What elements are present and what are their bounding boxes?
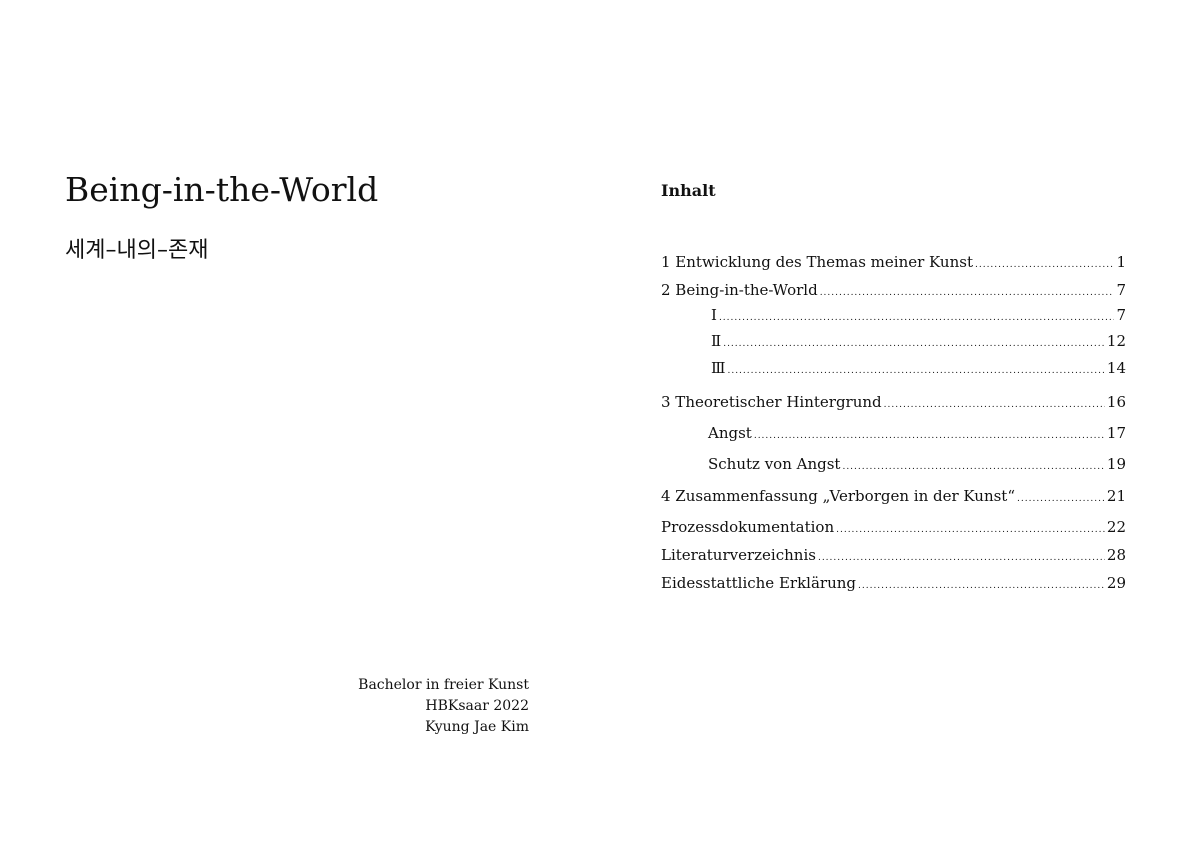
toc-entry[interactable]: 4 Zusammenfassung „Verborgen in der Kuns… <box>661 485 1126 507</box>
dot-leader <box>818 547 1105 569</box>
dot-leader <box>858 575 1105 597</box>
toc-entry[interactable]: Ⅲ 14 <box>711 357 1126 379</box>
dot-leader <box>727 360 1104 382</box>
toc-entry-page: 16 <box>1106 393 1126 411</box>
toc-entry[interactable]: Eidesstattliche Erklärung 29 <box>661 572 1126 594</box>
dot-leader <box>884 394 1105 416</box>
dot-leader <box>820 282 1115 304</box>
dot-leader <box>836 519 1105 541</box>
toc-entry-page: 21 <box>1106 487 1126 505</box>
toc-entry[interactable]: Ⅱ 12 <box>711 330 1126 352</box>
dot-leader <box>842 456 1104 478</box>
toc-entry[interactable]: 3 Theoretischer Hintergrund 16 <box>661 391 1126 413</box>
toc-entry-label: 4 Zusammenfassung „Verborgen in der Kuns… <box>661 487 1016 505</box>
toc-entry[interactable]: Angst 17 <box>708 422 1126 444</box>
dot-leader <box>754 425 1105 447</box>
toc-entry-label: Literaturverzeichnis <box>661 546 816 564</box>
dot-leader <box>975 254 1114 276</box>
toc-entry-page: 12 <box>1106 332 1126 350</box>
toc-entry[interactable]: Prozessdokumentation 22 <box>661 516 1126 538</box>
degree-line: Bachelor in freier Kunst <box>358 677 529 693</box>
toc-entry-page: 19 <box>1106 455 1126 473</box>
toc-entry[interactable]: Ⅰ7 <box>711 304 1126 326</box>
toc-entry[interactable]: Schutz von Angst 19 <box>708 453 1126 475</box>
toc-entry-label: Schutz von Angst <box>708 455 841 473</box>
toc-entry-label: 3 Theoretischer Hintergrund <box>661 393 882 411</box>
toc-entry-label: 2 Being-in-the-World <box>661 281 818 299</box>
toc-heading: Inhalt <box>661 181 716 200</box>
dot-leader <box>1017 488 1105 510</box>
toc-entry-page: 17 <box>1106 424 1126 442</box>
toc-entry-label: Prozessdokumentation <box>661 518 835 536</box>
document-subtitle: 세계–내의–존재 <box>65 238 209 263</box>
toc-entry-page: 22 <box>1106 518 1126 536</box>
institution-line: HBKsaar 2022 <box>425 698 529 714</box>
toc-entry-label: Ⅱ <box>711 332 722 350</box>
toc-entry-label: Eidesstattliche Erklärung <box>661 574 856 592</box>
author-line: Kyung Jae Kim <box>425 719 529 735</box>
toc-entry-page: 28 <box>1106 546 1126 564</box>
dot-leader <box>719 307 1115 329</box>
toc-entry[interactable]: Literaturverzeichnis 28 <box>661 544 1126 566</box>
toc-entry-label: Ⅲ <box>711 359 726 377</box>
toc-entry[interactable]: 2 Being-in-the-World 7 <box>661 279 1126 301</box>
toc-entry-page: 14 <box>1106 359 1126 377</box>
toc-entry-page: 1 <box>1116 253 1126 271</box>
document-title: Being-in-the-World <box>65 170 379 209</box>
toc-entry-label: Angst <box>708 424 752 442</box>
toc-entry-page: 29 <box>1106 574 1126 592</box>
toc-entry[interactable]: 1 Entwicklung des Themas meiner Kunst 1 <box>661 251 1126 273</box>
toc-entry-page: 7 <box>1116 281 1126 299</box>
toc-entry-page: 7 <box>1116 306 1126 324</box>
toc-entry-label: 1 Entwicklung des Themas meiner Kunst <box>661 253 973 271</box>
toc-entry-label: Ⅰ <box>711 306 717 324</box>
dot-leader <box>723 333 1105 355</box>
